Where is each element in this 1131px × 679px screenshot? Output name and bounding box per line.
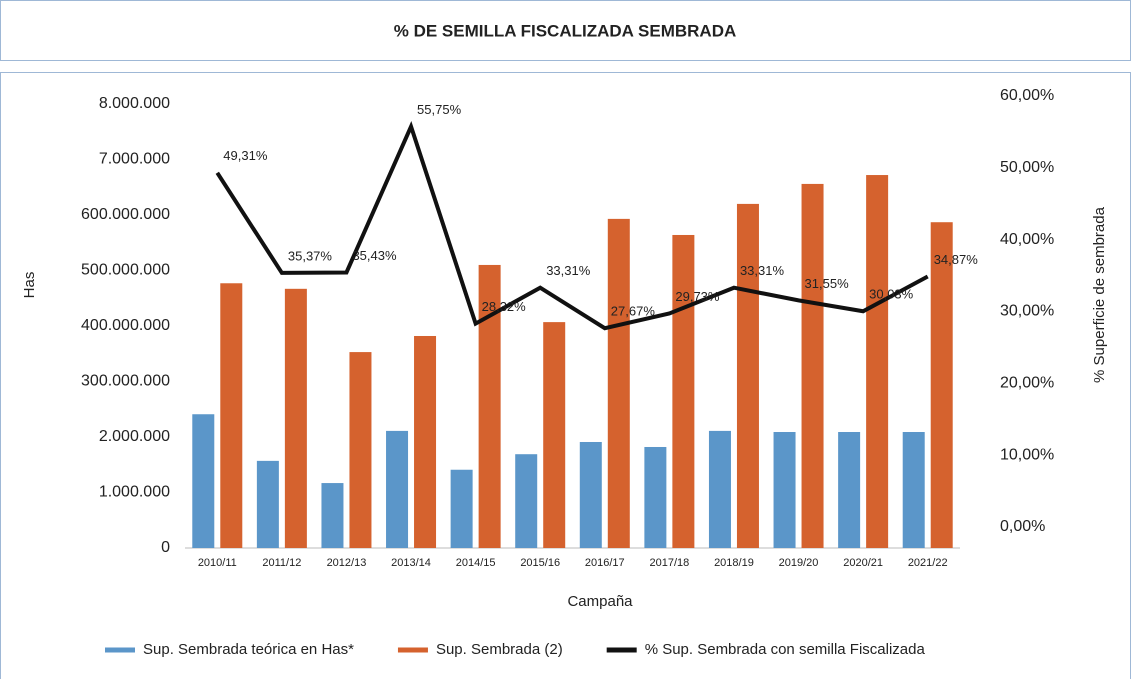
bar: [386, 430, 409, 548]
x-axis-title: Campaña: [567, 593, 633, 610]
y2-tick-label: 20,00%: [1000, 375, 1054, 392]
bar: [284, 288, 307, 548]
bar: [579, 441, 602, 548]
y-tick-label: 300.000.000: [81, 373, 170, 390]
bar: [644, 446, 667, 548]
y-tick-label: 1.000.000: [99, 484, 170, 501]
bar: [515, 454, 538, 548]
y2-tick-label: 60,00%: [1000, 87, 1054, 104]
bar: [866, 175, 889, 549]
y2-tick-label: 30,00%: [1000, 303, 1054, 320]
bar: [672, 234, 695, 549]
y-tick-label: 8.000.000: [99, 95, 170, 112]
bar: [930, 222, 953, 548]
y2-tick-label: 40,00%: [1000, 231, 1054, 248]
bar: [321, 483, 344, 548]
legend-label: Sup. Sembrada (2): [436, 641, 563, 658]
line-series: [215, 120, 929, 331]
x-tick-label: 2020/21: [843, 557, 883, 569]
y-axis-title: Has: [21, 272, 38, 299]
chart-title: % DE SEMILLA FISCALIZADA SEMBRADA: [394, 21, 737, 40]
data-label: 29,73%: [675, 289, 720, 304]
data-label: 34,87%: [934, 252, 979, 267]
bar: [478, 264, 501, 548]
data-label: 35,37%: [288, 248, 333, 263]
data-label: 49,31%: [223, 148, 268, 163]
bar: [607, 218, 630, 548]
data-label: 55,75%: [417, 102, 462, 117]
title-box: [0, 0, 1131, 61]
legend-label: Sup. Sembrada teórica en Has*: [143, 641, 354, 658]
bar: [349, 352, 372, 548]
bar: [256, 460, 279, 548]
data-label: 31,55%: [805, 276, 850, 291]
data-label: 33,31%: [546, 263, 591, 278]
bar: [736, 203, 759, 548]
bar: [708, 430, 731, 548]
bar: [801, 183, 824, 549]
bar: [192, 414, 215, 548]
x-tick-label: 2012/13: [327, 557, 367, 569]
x-tick-label: 2010/11: [198, 557, 237, 569]
bar: [220, 283, 243, 548]
data-label: 35,43%: [352, 248, 397, 263]
y-tick-label: 500.000.000: [81, 262, 170, 279]
x-tick-label: 2018/19: [714, 557, 754, 569]
y-tick-label: 400.000.000: [81, 317, 170, 334]
y2-tick-label: 50,00%: [1000, 159, 1054, 176]
y-tick-label: 0: [161, 539, 170, 556]
x-tick-label: 2014/15: [456, 557, 496, 569]
x-tick-label: 2016/17: [585, 557, 625, 569]
x-tick-label: 2021/22: [908, 557, 948, 569]
y-tick-label: 600.000.000: [81, 206, 170, 223]
bar: [543, 322, 566, 548]
data-label: 27,67%: [611, 304, 656, 319]
data-label: 30,03%: [869, 287, 914, 302]
data-label: 33,31%: [740, 263, 785, 278]
x-tick-label: 2011/12: [262, 557, 301, 569]
plot-box: [0, 72, 1131, 679]
x-tick-label: 2015/16: [520, 557, 560, 569]
legend-label: % Sup. Sembrada con semilla Fiscalizada: [645, 641, 926, 658]
y2-tick-label: 0,00%: [1000, 518, 1045, 535]
y-tick-label: 2.000.000: [99, 428, 170, 445]
x-tick-label: 2013/14: [391, 557, 431, 569]
bar: [838, 432, 861, 548]
y2-tick-label: 10,00%: [1000, 446, 1054, 463]
data-label: 28,32%: [482, 299, 527, 314]
y2-axis-title: % Superficie de sembrada: [1091, 206, 1108, 383]
bar: [902, 432, 925, 548]
bar: [414, 335, 437, 548]
x-tick-label: 2019/20: [779, 557, 819, 569]
y-tick-label: 7.000.000: [99, 151, 170, 168]
bar: [450, 469, 473, 548]
bar: [773, 432, 796, 548]
x-tick-label: 2017/18: [649, 557, 689, 569]
